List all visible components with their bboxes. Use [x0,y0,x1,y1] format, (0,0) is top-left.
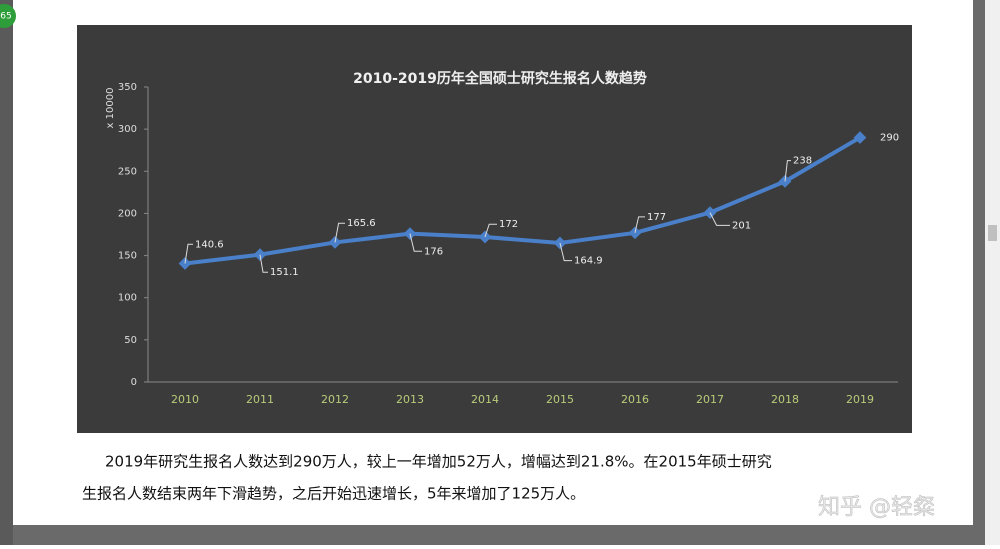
data-label: 238 [793,156,812,167]
data-label: 290 [880,133,899,144]
x-tick-label: 2016 [621,393,649,406]
leader-line [184,243,193,264]
data-label: 151.1 [270,267,299,278]
data-label: 165.6 [347,218,376,229]
data-label: 201 [732,220,751,231]
data-label: 177 [647,212,666,223]
x-tick-label: 2010 [171,393,199,406]
watermark: 知乎 @轻粲 [818,495,935,520]
leader-line [334,222,345,243]
y-axis-label: x 10000 [105,88,116,129]
leader-line [709,212,730,226]
x-tick-label: 2013 [396,393,424,406]
line [184,135,862,266]
data-label: 140.6 [195,239,224,250]
left-edge [0,0,13,545]
x-tick-label: 2019 [846,393,874,406]
bottom-edge [13,525,973,545]
x-tick-label: 2011 [246,393,274,406]
y-tick-label: 50 [124,335,137,346]
badge [0,4,16,28]
y-tick-label: 300 [118,124,137,135]
x-tick-label: 2012 [321,393,349,406]
y-tick-label: 200 [118,208,137,219]
y-tick-label: 100 [118,293,137,304]
paragraph: 生报名人数结束两年下滑趋势，之后开始迅速增长，5年来增加了125万人。 [82,485,585,503]
leader-line [559,242,572,262]
leader-line [409,233,422,252]
chart-area [77,25,912,433]
paragraph: 2019年研究生报名人数达到290万人，较上一年增加52万人，增幅达到21.8%… [105,453,772,471]
data-label: 172 [499,219,518,230]
x-tick-label: 2017 [696,393,724,406]
y-tick-label: 0 [131,377,137,388]
y-tick-label: 350 [118,82,137,93]
data-label: 164.9 [574,256,603,267]
x-tick-label: 2014 [471,393,499,406]
chart-title: 2010-2019历年全国硕士研究生报名人数趋势 [353,70,647,87]
scrollbar[interactable] [985,0,1000,545]
right-edge [973,0,985,545]
leader-line [634,216,645,233]
badge-text: 65 [0,12,11,22]
leader-line [259,254,268,273]
x-tick-label: 2015 [546,393,574,406]
x-tick-label: 2018 [771,393,799,406]
leader-line [484,223,497,238]
scroll-thumb[interactable] [988,225,997,241]
leader-line [784,160,791,182]
y-tick-label: 150 [118,251,137,262]
data-label: 176 [424,246,443,257]
y-tick-label: 250 [118,166,137,177]
